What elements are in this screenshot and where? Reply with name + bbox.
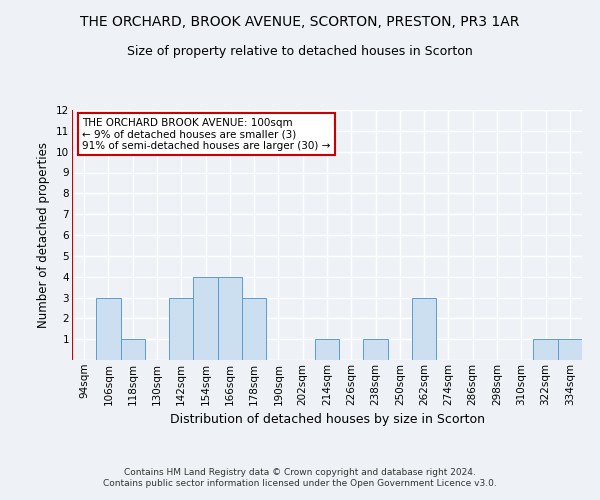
Bar	[96, 298, 121, 360]
Text: Contains HM Land Registry data © Crown copyright and database right 2024.
Contai: Contains HM Land Registry data © Crown c…	[103, 468, 497, 487]
Bar	[169, 298, 193, 360]
Text: THE ORCHARD, BROOK AVENUE, SCORTON, PRESTON, PR3 1AR: THE ORCHARD, BROOK AVENUE, SCORTON, PRES…	[80, 15, 520, 29]
Bar	[558, 339, 582, 360]
Bar	[218, 276, 242, 360]
Text: THE ORCHARD BROOK AVENUE: 100sqm
← 9% of detached houses are smaller (3)
91% of : THE ORCHARD BROOK AVENUE: 100sqm ← 9% of…	[82, 118, 331, 150]
Y-axis label: Number of detached properties: Number of detached properties	[37, 142, 50, 328]
Bar	[315, 339, 339, 360]
Text: Size of property relative to detached houses in Scorton: Size of property relative to detached ho…	[127, 45, 473, 58]
Bar	[193, 276, 218, 360]
Bar	[242, 298, 266, 360]
Bar	[121, 339, 145, 360]
X-axis label: Distribution of detached houses by size in Scorton: Distribution of detached houses by size …	[170, 413, 485, 426]
Bar	[412, 298, 436, 360]
Bar	[533, 339, 558, 360]
Bar	[364, 339, 388, 360]
